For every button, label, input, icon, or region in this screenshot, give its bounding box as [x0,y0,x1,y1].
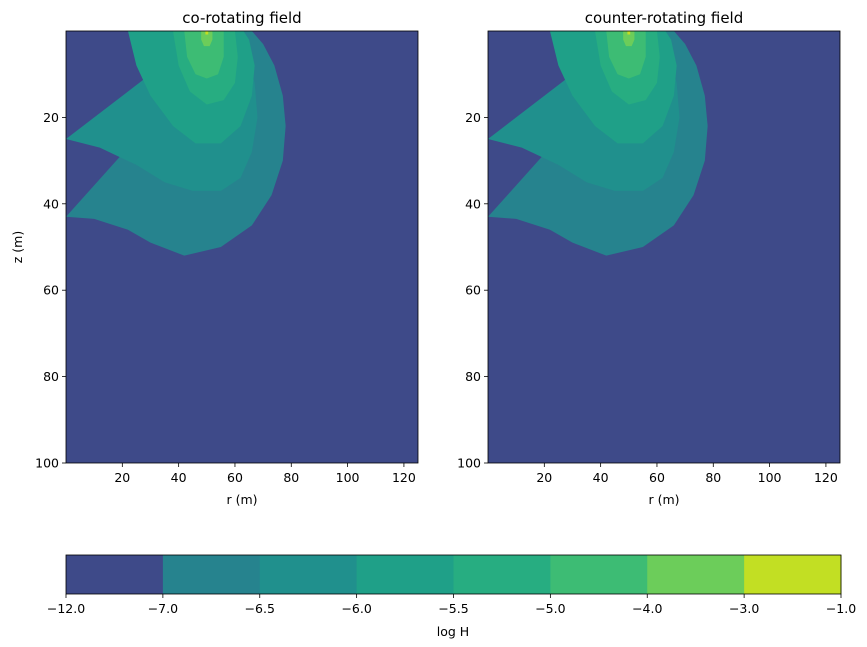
y-tick-label: 100 [457,456,481,471]
x-tick-label: 60 [227,470,243,485]
y-tick-label: 40 [465,196,481,211]
x-tick-label: 120 [392,470,416,485]
right-panel: counter-rotating field 20 40 60 80 100 120 20… [457,9,841,507]
x-tick-label: 40 [171,470,187,485]
colorbar-swatch [744,555,842,594]
x-tick-label: 80 [283,470,299,485]
contour-band-neg5_0 [606,31,646,79]
colorbar-swatch [453,555,551,594]
colorbar-swatch [550,555,648,594]
y-tick-label: 60 [465,283,481,298]
left-x-axis-label: r (m) [226,492,257,507]
x-tick-label: 60 [649,470,665,485]
colorbar-swatch [162,555,261,594]
colorbar-swatch [66,555,164,594]
y-tick-label: 20 [465,110,481,125]
left-panel: co-rotating field 20 40 60 80 100 120 20 40 60 8… [10,9,419,507]
x-tick-label: 20 [536,470,552,485]
contour-band-neg4_0 [623,31,635,47]
right-x-ticks: 20 40 60 80 100 120 [536,463,838,485]
right-plot-area [487,30,841,464]
y-tick-label: 60 [43,283,59,298]
y-tick-label: 100 [35,456,59,471]
colorbar-swatch [647,555,745,594]
x-tick-label: 80 [705,470,721,485]
colorbar-tick-label: −6.5 [245,601,275,616]
x-tick-label: 100 [336,470,360,485]
y-tick-label: 80 [465,369,481,384]
contour-band-neg3_0 [627,31,631,35]
plot-frame [65,30,419,464]
colorbar-tick-label: −7.0 [148,601,178,616]
left-x-ticks: 20 40 60 80 100 120 [114,463,416,485]
x-tick-label: 20 [114,470,130,485]
colorbar-tick-label: −5.5 [438,601,468,616]
x-tick-label: 120 [814,470,838,485]
right-panel-title: counter-rotating field [585,9,743,27]
y-tick-label: 40 [43,196,59,211]
plot-frame [487,30,841,464]
x-tick-label: 100 [758,470,782,485]
colorbar-ticks: −12.0 −7.0 −6.5 −6.0 −5.5 −5.0 −4.0 −3.0 −1.0 [47,594,856,616]
colorbar-swatch [356,555,455,594]
y-tick-label: 20 [43,110,59,125]
left-y-ticks: 20 40 60 80 100 [35,110,66,471]
left-panel-title: co-rotating field [182,9,301,27]
x-tick-label: 40 [593,470,609,485]
colorbar-tick-label: −3.0 [729,601,759,616]
colorbar: −12.0 −7.0 −6.5 −6.0 −5.5 −5.0 −4.0 −3.0 −1.0 lo… [47,554,856,639]
right-y-ticks: 20 40 60 80 100 [457,110,488,471]
colorbar-tick-label: −5.0 [535,601,565,616]
colorbar-tick-label: −4.0 [632,601,662,616]
colorbar-swatch [259,555,358,594]
y-tick-label: 80 [43,369,59,384]
right-x-axis-label: r (m) [648,492,679,507]
left-y-axis-label: z (m) [10,231,25,263]
colorbar-label: log H [437,624,469,639]
contour-band-neg4_0 [201,31,213,47]
contour-band-neg3_0 [205,31,209,35]
contour-band-neg5_0 [184,31,224,79]
colorbar-tick-label: −1.0 [826,601,856,616]
colorbar-tick-label: −6.0 [341,601,371,616]
left-plot-area [65,30,419,464]
colorbar-swatches [66,555,842,594]
colorbar-tick-label: −12.0 [47,601,85,616]
